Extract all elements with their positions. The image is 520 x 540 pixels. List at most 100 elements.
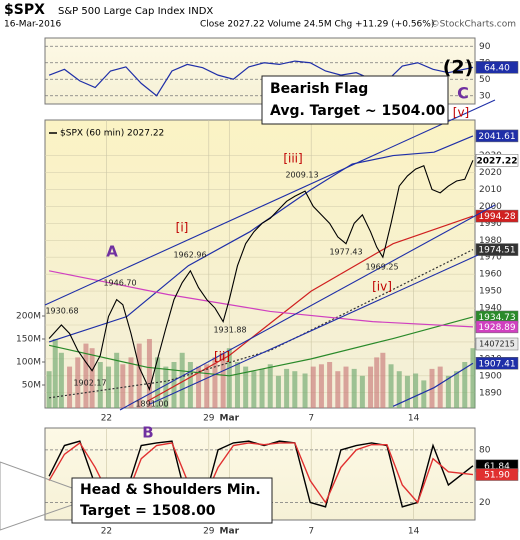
moving-average: [48, 316, 474, 377]
volume-bar: [243, 366, 249, 408]
volume-bar: [454, 371, 460, 408]
y-tick-label: 80: [479, 445, 491, 455]
volume-bar: [267, 364, 273, 408]
callout-text: Target = 1508.00: [80, 503, 216, 519]
series-line: [48, 60, 474, 97]
legend-label: $SPX (60 min) 2027.22: [60, 129, 164, 139]
volume-bar: [380, 352, 386, 408]
trend-line: [149, 254, 479, 405]
callout-pointer: [0, 461, 73, 531]
volume-bar: [89, 348, 95, 408]
trend-line: [44, 99, 496, 306]
value-tag: 1928.89: [478, 323, 515, 333]
annotation: 1977.43: [329, 248, 362, 257]
volume-bar: [445, 375, 451, 408]
value-tag: 51.90: [484, 471, 510, 481]
annotation: [iii]: [283, 152, 302, 166]
x-tick-label: 29: [203, 527, 215, 537]
annotation: 1962.96: [173, 251, 206, 260]
value-tag-box: [475, 337, 519, 351]
panel-background: [44, 119, 476, 409]
volume-bar: [327, 361, 333, 408]
volume-bar: [67, 366, 73, 408]
annotation: [ii]: [214, 350, 230, 364]
value-tag: 1934.73: [478, 313, 515, 323]
annotation: [iv]: [372, 280, 392, 294]
y-tick-label: 1990: [479, 219, 502, 229]
y-tick-label: 2010: [479, 185, 502, 195]
value-tag: 2041.61: [478, 132, 515, 142]
y-tick-label: 2020: [479, 168, 502, 178]
price-line: [48, 160, 474, 391]
volume-tick-label: 50M: [22, 380, 41, 390]
annotation: 1931.88: [213, 326, 246, 335]
x-tick-label: 7: [308, 527, 314, 537]
y-tick-label: 30: [479, 91, 491, 101]
y-tick-label: 1970: [479, 253, 502, 263]
annotation: [v]: [453, 106, 469, 120]
credit: ©StockCharts.com: [431, 20, 516, 30]
volume-bar: [368, 366, 374, 408]
volume-bar: [171, 361, 177, 408]
index-name: S&P 500 Large Cap Index INDX: [58, 6, 213, 17]
annotation: (2): [443, 57, 474, 79]
volume-bar: [75, 357, 81, 408]
volume-bar: [52, 338, 58, 408]
value-tag-box: [475, 154, 519, 167]
volume-bar: [146, 338, 152, 408]
trend-line: [119, 204, 496, 411]
x-tick-label: 22: [101, 414, 112, 424]
volume-bar: [359, 375, 365, 408]
callout-text: Avg. Target ~ 1504.00: [270, 103, 445, 119]
value-tag: 2027.22: [477, 156, 518, 166]
volume-bar: [120, 364, 126, 408]
volume-bar: [396, 371, 402, 408]
quote: Close 2027.22 Volume 24.5M Chg +11.29 (+…: [200, 20, 434, 30]
volume-bar: [413, 373, 419, 408]
x-tick-label: Mar: [220, 527, 240, 537]
volume-bar: [204, 364, 210, 408]
annotation: C: [457, 84, 469, 103]
annotation: 1891.00: [135, 400, 168, 409]
volume-bar: [97, 361, 103, 408]
value-tag-box: [475, 209, 519, 223]
value-tag: 1907.41: [478, 359, 515, 369]
x-tick-label: 22: [101, 527, 112, 537]
x-tick-label: 29: [203, 414, 215, 424]
volume-bar: [470, 348, 476, 408]
callout-box: [71, 477, 273, 524]
volume-bar: [179, 352, 185, 408]
value-tag: 61.84: [484, 462, 510, 472]
volume-bar: [343, 366, 349, 408]
volume-bar: [351, 368, 357, 408]
volume-bar: [437, 366, 443, 408]
volume-bar: [462, 361, 468, 408]
volume-bar: [259, 368, 265, 408]
volume-bar: [234, 361, 240, 408]
moving-average: [147, 215, 474, 402]
volume-bar: [275, 375, 281, 408]
volume-bar: [220, 352, 226, 408]
volume-bar: [58, 352, 64, 408]
volume-bar: [196, 366, 202, 408]
volume-bar: [187, 361, 193, 408]
callout-text: Bearish Flag: [270, 81, 368, 97]
volume-bar: [388, 364, 394, 408]
volume-bar: [163, 366, 169, 408]
volume-bar: [404, 375, 410, 408]
date: 16-Mar-2016: [4, 20, 62, 30]
y-tick-label: 1900: [479, 371, 502, 381]
moving-average: [48, 270, 473, 328]
value-tag-box: [475, 243, 519, 256]
volume-bar: [212, 357, 218, 408]
volume-bar: [226, 348, 232, 408]
volume-bar: [46, 371, 52, 408]
volume-tick-label: 200M: [16, 311, 41, 321]
x-tick-label: 14: [408, 414, 420, 424]
volume-bar: [251, 371, 257, 408]
annotation: A: [106, 243, 118, 261]
annotation: 1902.17: [73, 379, 106, 388]
annotation: B: [142, 424, 153, 442]
volume-bar: [292, 371, 298, 408]
